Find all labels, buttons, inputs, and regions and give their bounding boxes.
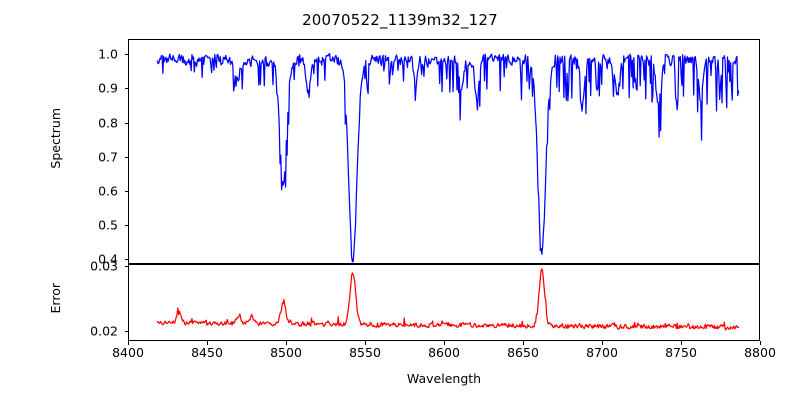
x-tick-mark bbox=[365, 341, 367, 345]
y-tick-mark bbox=[124, 224, 128, 226]
y-tick-label: 0.02 bbox=[90, 323, 118, 339]
spectrum-y-axis-label: Spectrum bbox=[48, 108, 63, 169]
y-tick-mark bbox=[124, 266, 128, 268]
y-tick-mark bbox=[124, 258, 128, 260]
y-tick-mark bbox=[124, 88, 128, 90]
y-tick-label: 0.7 bbox=[98, 149, 118, 165]
x-tick-mark bbox=[207, 341, 209, 345]
x-tick-label: 8500 bbox=[270, 345, 302, 360]
x-tick-mark bbox=[760, 341, 762, 345]
y-tick-mark bbox=[124, 54, 128, 56]
y-tick-mark bbox=[124, 331, 128, 333]
x-tick-label: 8650 bbox=[507, 345, 539, 360]
x-tick-mark bbox=[602, 341, 604, 345]
y-tick-label: 0.03 bbox=[90, 258, 118, 274]
x-tick-label: 8750 bbox=[665, 345, 697, 360]
spectrum-line-series bbox=[156, 52, 740, 263]
x-tick-label: 8700 bbox=[586, 345, 618, 360]
y-tick-mark bbox=[124, 190, 128, 192]
x-axis-label: Wavelength bbox=[406, 371, 482, 386]
y-tick-label: 1.0 bbox=[98, 46, 118, 62]
x-tick-label: 8600 bbox=[428, 345, 460, 360]
y-tick-mark bbox=[124, 122, 128, 124]
error-line-series bbox=[156, 268, 740, 331]
y-tick-label: 0.5 bbox=[98, 217, 118, 233]
x-tick-mark bbox=[286, 341, 288, 345]
x-tick-label: 8450 bbox=[191, 345, 223, 360]
y-tick-label: 0.8 bbox=[98, 115, 118, 130]
y-tick-label: 0.6 bbox=[98, 183, 118, 199]
x-tick-label: 8550 bbox=[349, 345, 381, 360]
x-tick-label: 8800 bbox=[744, 345, 776, 360]
x-tick-mark bbox=[444, 341, 446, 345]
y-tick-mark bbox=[124, 156, 128, 158]
x-tick-mark bbox=[523, 341, 525, 345]
x-tick-label: 8400 bbox=[112, 345, 144, 360]
spectrum-plot-panel bbox=[128, 39, 760, 264]
x-tick-mark bbox=[681, 341, 683, 345]
x-tick-mark bbox=[128, 341, 130, 345]
y-tick-label: 0.4 bbox=[98, 251, 118, 267]
error-y-axis-label: Error bbox=[48, 283, 63, 314]
page-title: 20070522_1139m32_127 bbox=[302, 11, 498, 29]
y-tick-label: 0.9 bbox=[98, 80, 118, 96]
error-plot-panel bbox=[128, 264, 760, 341]
